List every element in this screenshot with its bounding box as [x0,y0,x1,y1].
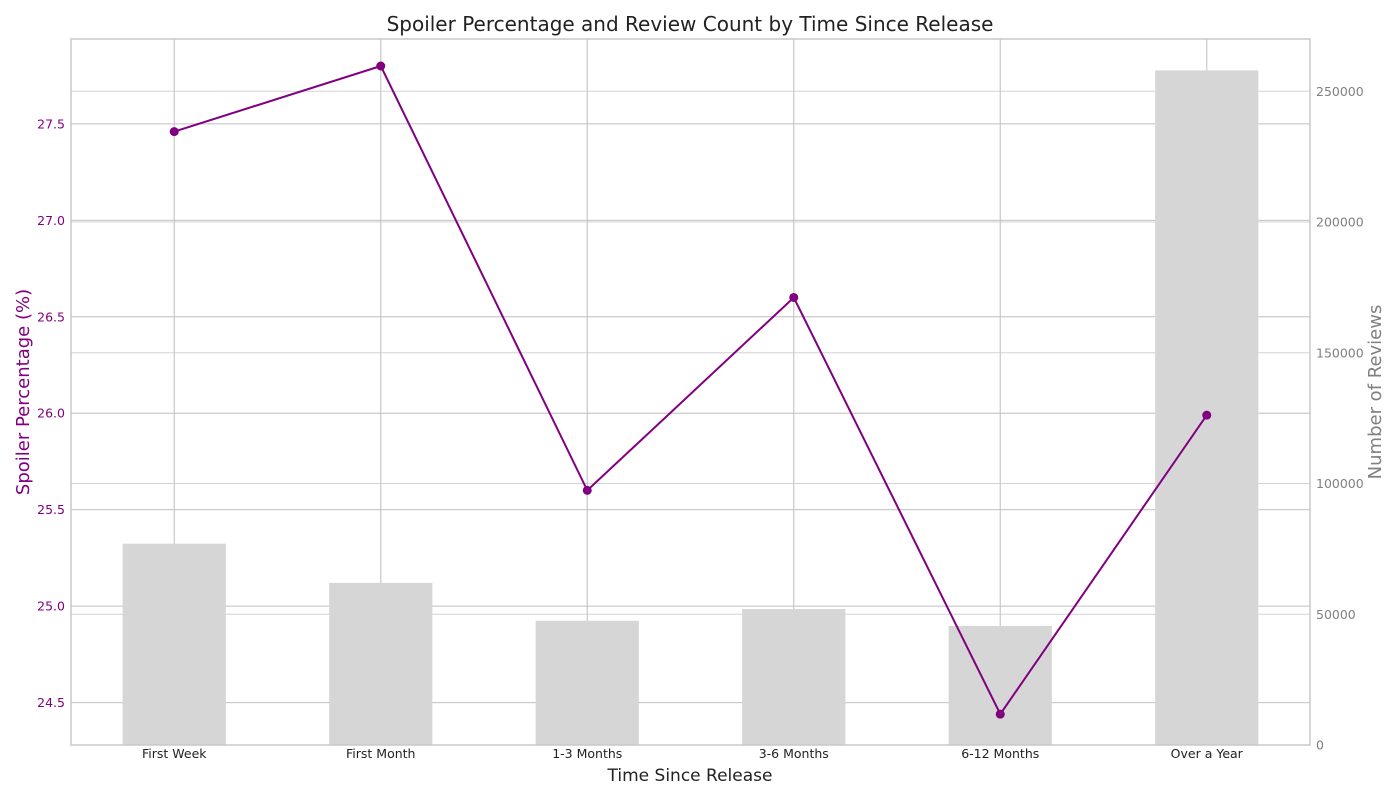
right-tick-label-5: 250000 [1316,84,1364,99]
plot-frame [70,38,1311,746]
x-tick-label-1: First Month [346,746,415,761]
x-tick-label-3: 3-6 Months [759,746,829,761]
grid-layer [71,39,1310,746]
x-axis-label: Time Since Release [607,766,773,786]
bar-5 [1155,70,1259,745]
bar-0 [122,543,226,745]
y-axis-right-label: Number of Reviews [1365,305,1386,480]
left-tick-label-6: 27.5 [37,116,65,131]
right-tick-label-4: 200000 [1316,215,1364,230]
line-point-5 [1202,410,1212,420]
x-tick-label-0: First Week [142,746,207,761]
line-point-1 [376,61,386,71]
left-tick-label-3: 26.0 [37,406,65,421]
line-point-4 [995,709,1005,719]
line-point-3 [789,292,799,302]
left-tick-label-2: 25.5 [37,502,65,517]
plot-border [70,38,1311,746]
right-axis-ticks: 0 50000 100000 150000 200000 250000 [1316,84,1364,753]
y-axis-left-label: Spoiler Percentage (%) [13,289,34,495]
bar-1 [329,582,433,745]
spoiler-line [173,64,1208,717]
left-tick-label-4: 26.5 [37,309,65,324]
x-tick-label-5: Over a Year [1171,746,1244,761]
bar-2 [535,620,639,745]
left-tick-label-1: 25.0 [37,599,65,614]
left-tick-label-5: 27.0 [37,213,65,228]
right-tick-label-2: 100000 [1316,476,1364,491]
left-tick-label-0: 24.5 [37,695,65,710]
x-axis-ticks: First Week First Month 1-3 Months 3-6 Month… [142,746,1244,761]
line-series [169,61,1212,719]
bar-4 [948,626,1052,745]
bar-series [122,70,1259,745]
right-tick-label-3: 150000 [1316,345,1364,360]
left-axis-ticks: 24.5 25.0 25.5 26.0 26.5 27.0 27.5 [37,116,65,710]
bar-3 [742,609,846,745]
right-tick-label-0: 0 [1316,738,1324,753]
right-tick-label-1: 50000 [1316,607,1356,622]
chart-title: Spoiler Percentage and Review Count by T… [387,12,994,36]
line-point-0 [169,127,179,137]
x-tick-label-2: 1-3 Months [552,746,622,761]
line-point-2 [582,485,592,495]
x-tick-label-4: 6-12 Months [961,746,1039,761]
